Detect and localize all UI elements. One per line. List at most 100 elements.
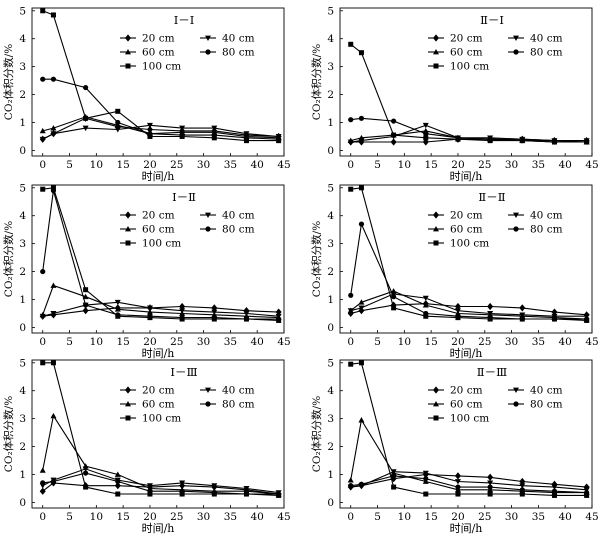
data-point [50,478,57,485]
data-point [519,491,525,497]
x-tick-label: 30 [197,159,210,171]
data-point [243,491,249,497]
legend-marker [125,415,131,421]
series-100cm [348,41,590,145]
y-tick-label: 0 [19,145,26,157]
x-tick-label: 35 [224,159,237,171]
data-point [50,282,57,288]
data-point [487,484,493,490]
x-tick-label: 20 [451,159,464,171]
data-point [391,294,397,300]
y-tick-label: 0 [327,497,334,509]
x-tick-label: 25 [478,336,491,348]
legend-item: 100 cm [120,413,181,425]
x-tick-label: 35 [532,159,545,171]
legend-item: 40 cm [200,210,255,222]
data-point [82,293,89,300]
legend-label: 60 cm [142,224,175,236]
data-point [487,302,494,311]
chart-title: Ⅰ－Ⅱ [172,190,196,204]
legend-label: 60 cm [450,399,483,411]
data-point [358,299,365,305]
plot-frame [339,184,593,334]
series-line [42,284,279,319]
legend-item: 20 cm [428,33,483,45]
series-40cm [39,122,282,143]
legend-item: 20 cm [120,385,175,397]
chart-title: Ⅰ－Ⅰ [174,13,195,27]
data-point [422,122,429,129]
series-line [350,303,587,316]
legend-label: 20 cm [142,210,175,222]
data-point [519,316,525,322]
x-tick-label: 0 [347,336,354,348]
data-point [114,127,121,133]
series-100cm [40,360,282,498]
x-tick-label: 35 [532,336,545,348]
x-tick-label: 15 [424,159,437,171]
data-point [390,301,397,309]
y-axis-label: CO₂体积分数/% [2,221,15,297]
series-line [42,301,279,317]
legend-label: 20 cm [450,385,483,397]
legend-label: 40 cm [222,385,255,397]
x-tick-label: 10 [398,159,411,171]
y-tick-label: 0 [327,322,334,334]
data-point [348,186,354,192]
data-point [391,484,397,490]
x-tick-label: 30 [505,159,518,171]
y-axis-label: CO₂体积分数/% [310,396,323,472]
data-point [211,125,218,132]
x-tick-label: 30 [505,336,518,348]
legend-item: 80 cm [200,399,255,411]
data-point [276,317,282,323]
x-tick-label: 15 [116,159,129,171]
series-100cm [348,360,590,498]
data-point [83,115,89,121]
legend-label: 80 cm [222,47,255,59]
y-tick-label: 1 [327,117,334,129]
data-point [179,133,185,139]
data-point [40,360,46,366]
data-point [519,483,526,489]
x-tick-label: 45 [277,511,290,523]
data-point [487,480,494,486]
data-point [147,491,153,497]
data-point [423,476,429,482]
x-tick-label: 20 [451,336,464,348]
legend-item: 100 cm [120,61,181,73]
data-point [146,305,153,311]
data-point [40,76,46,82]
y-axis-label: CO₂体积分数/% [310,221,323,297]
legend-label: 40 cm [530,385,563,397]
legend-marker [125,211,131,219]
legend-label: 20 cm [142,33,175,45]
legend-item: 100 cm [120,238,181,250]
y-tick-label: 2 [327,89,334,101]
data-point [519,138,525,144]
x-tick-label: 15 [116,511,129,523]
legend-item: 80 cm [508,47,563,59]
data-point [83,484,89,490]
y-axis-label: CO₂体积分数/% [310,44,323,120]
legend-marker [433,401,439,407]
legend-marker [433,386,439,394]
data-point [423,135,429,141]
data-point [423,491,429,497]
x-tick-label: 30 [197,336,210,348]
data-point [115,108,121,114]
legend-marker [433,211,439,219]
y-tick-label: 2 [327,266,334,278]
chart-panel-2: 0 5 10 15 20 25 30 35 40 45012345时间/hCO₂体积分数/%Ⅱ－Ⅰ… [310,5,599,183]
legend-item: 100 cm [428,413,489,425]
legend-item: 20 cm [120,210,175,222]
y-tick-label: 5 [327,5,334,17]
y-tick-label: 4 [327,33,334,45]
legend-marker [433,34,439,42]
data-point [551,316,557,322]
legend: 20 cm 40 cm 60 cm 80 cm 100 cm [428,385,563,425]
legend-label: 100 cm [450,61,489,73]
series-line [350,293,587,317]
legend-label: 60 cm [142,47,175,59]
x-tick-label: 40 [559,336,572,348]
